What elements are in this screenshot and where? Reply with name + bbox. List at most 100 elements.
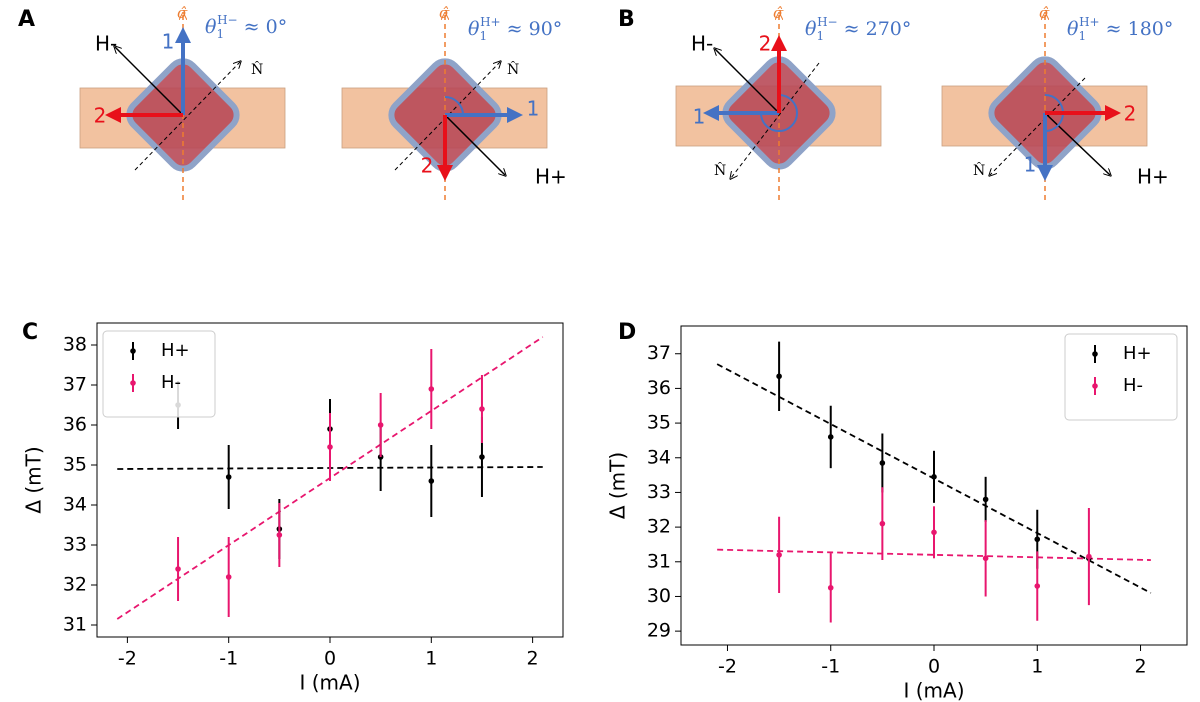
data-point [982, 496, 989, 503]
y-axis-title: Δ (mT) [22, 446, 46, 513]
y-tick-label: 38 [63, 334, 87, 356]
angle-symbol: θ [468, 18, 480, 40]
data-point [377, 422, 384, 428]
data-point [879, 460, 886, 466]
data-point [931, 529, 937, 536]
angle-sup: H− [217, 13, 238, 27]
legend-marker-point [1092, 383, 1098, 389]
angle-rest: ≈ 180° [1100, 18, 1174, 40]
angle-symbol: θ [805, 18, 817, 40]
x-tick-label: -1 [821, 656, 840, 678]
angle-sub: 1 [479, 29, 487, 43]
normal-axis [731, 62, 820, 178]
data-point [879, 520, 886, 527]
angle-label: θ1H− ≈ 270° [805, 15, 911, 43]
x-tick-label: 2 [527, 648, 539, 670]
angle-sub: 1 [816, 29, 824, 43]
axis-two-label: 2 [94, 104, 107, 128]
x-axis-title: I (mA) [903, 679, 964, 702]
axis-one-label: 1 [162, 30, 175, 54]
data-point [276, 532, 283, 538]
data-point [827, 584, 834, 591]
panel-label: A [18, 7, 35, 32]
data-point [982, 555, 989, 562]
legend-box [1064, 333, 1178, 421]
legend-label: H- [161, 372, 181, 393]
angle-sup: H− [817, 15, 838, 29]
y-tick-label: 33 [647, 481, 671, 503]
y-tick-label: 35 [647, 412, 671, 434]
y-tick-label: 34 [647, 446, 671, 468]
axis-one-label: 1 [693, 105, 706, 129]
y-tick-label: 30 [647, 585, 671, 607]
y-tick-label: 36 [63, 414, 87, 436]
data-point [225, 574, 232, 580]
axis-one-label: 1 [1024, 153, 1037, 177]
field-label: H+ [1137, 165, 1169, 189]
legend-marker-point [130, 348, 136, 354]
angle-symbol: θ [1067, 18, 1079, 40]
angle-rest: ≈ 0° [238, 16, 288, 38]
data-point [827, 434, 834, 440]
axis-two-label: 2 [759, 32, 772, 56]
legend-box [102, 330, 216, 418]
angle-rest: ≈ 270° [838, 18, 912, 40]
normal-label: N̂ [507, 60, 519, 78]
x-tick-label: -2 [118, 648, 137, 670]
data-point [428, 386, 435, 392]
angle-sub: 1 [1078, 29, 1086, 43]
data-point [428, 478, 435, 484]
axis-two-label: 2 [1124, 102, 1137, 126]
data-point [776, 552, 782, 558]
data-point [175, 566, 181, 572]
sigma-label: σ̂ [1039, 4, 1050, 22]
data-point [327, 444, 333, 450]
data-point [1034, 583, 1041, 589]
angle-arc [760, 94, 798, 132]
legend-label: H- [1123, 375, 1143, 396]
y-tick-label: 34 [63, 494, 87, 516]
normal-label: N̂ [251, 60, 263, 78]
y-tick-label: 35 [63, 454, 87, 476]
x-tick-label: -1 [219, 648, 238, 670]
angle-arc [444, 96, 464, 116]
normal-label: N̂ [973, 161, 985, 179]
x-tick-label: 0 [928, 656, 940, 678]
y-tick-label: 37 [647, 342, 671, 364]
panel-label: C [22, 320, 38, 345]
data-point [931, 474, 937, 480]
x-tick-label: 2 [1134, 656, 1146, 678]
y-tick-label: 29 [647, 620, 671, 642]
x-tick-label: 0 [324, 648, 336, 670]
y-tick-label: 31 [63, 614, 87, 636]
y-tick-label: 36 [647, 377, 671, 399]
angle-sub: 1 [216, 27, 224, 41]
angle-label: θ1H− ≈ 0° [205, 13, 287, 41]
data-point [225, 474, 232, 480]
x-tick-label: -2 [718, 656, 737, 678]
data-point [1034, 536, 1041, 543]
panel-label: D [618, 320, 636, 345]
field-direction [1044, 112, 1110, 175]
panel-label: B [618, 7, 635, 32]
y-tick-label: 32 [63, 574, 87, 596]
y-tick-label: 32 [647, 516, 671, 538]
angle-label: θ1H+ ≈ 90° [468, 15, 562, 43]
y-tick-label: 37 [63, 374, 87, 396]
field-label: H- [95, 32, 117, 56]
legend-label: H+ [161, 340, 190, 361]
data-point [479, 406, 485, 412]
field-label: H- [691, 32, 713, 56]
y-tick-label: 31 [647, 550, 671, 572]
x-tick-label: 1 [425, 648, 437, 670]
angle-sup: H+ [1079, 15, 1100, 29]
angle-sup: H+ [480, 15, 501, 29]
angle-symbol: θ [205, 16, 217, 38]
legend-marker-point [1092, 351, 1098, 357]
sigma-label: σ̂ [773, 4, 784, 22]
x-tick-label: 1 [1031, 656, 1043, 678]
angle-rest: ≈ 90° [501, 18, 563, 40]
axis-one-label: 1 [527, 97, 540, 121]
legend-label: H+ [1123, 343, 1152, 364]
